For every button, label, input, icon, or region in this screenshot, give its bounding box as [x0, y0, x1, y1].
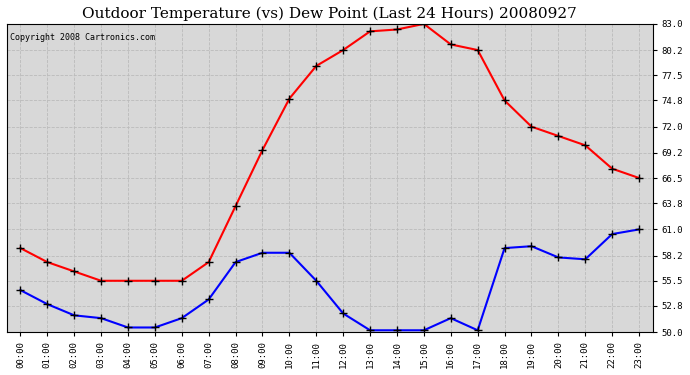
Text: Copyright 2008 Cartronics.com: Copyright 2008 Cartronics.com — [10, 33, 155, 42]
Title: Outdoor Temperature (vs) Dew Point (Last 24 Hours) 20080927: Outdoor Temperature (vs) Dew Point (Last… — [82, 7, 577, 21]
